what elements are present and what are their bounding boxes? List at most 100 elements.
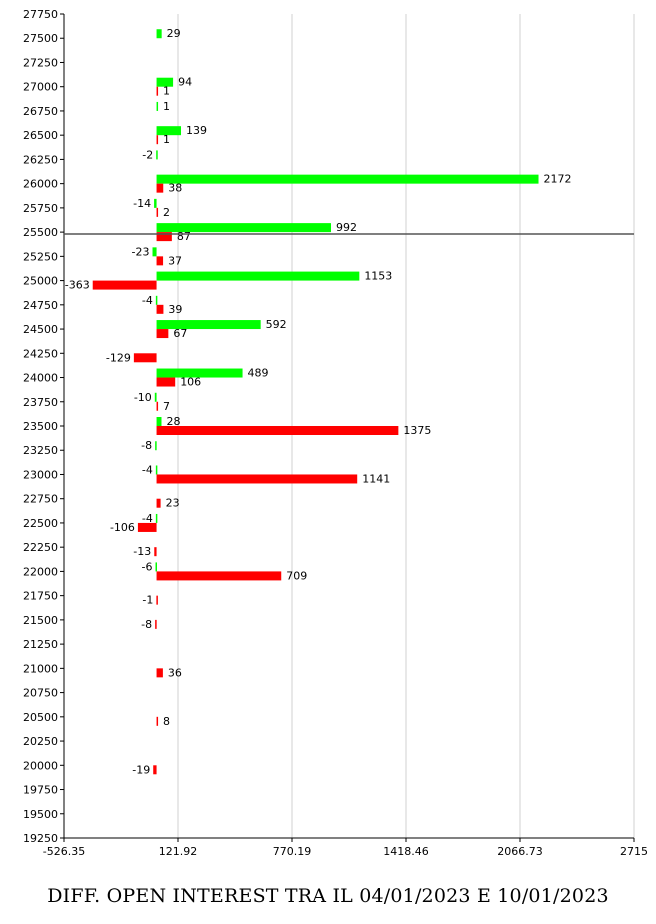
green-bar xyxy=(154,392,157,402)
green-bar xyxy=(156,320,261,330)
y-tick-label: 19250 xyxy=(23,832,58,845)
y-tick-label: 20250 xyxy=(23,735,58,748)
green-bar xyxy=(156,29,162,39)
y-tick-label: 19750 xyxy=(23,784,58,797)
y-tick-label: 27500 xyxy=(23,32,58,45)
data-label: 106 xyxy=(180,376,201,389)
chart: 27750 27500 27250 27000 26750 26500 26250 26000… xyxy=(23,8,648,858)
y-tick-label: 23500 xyxy=(23,420,58,433)
chart-title: DIFF. OPEN INTEREST TRA IL 04/01/2023 E … xyxy=(47,885,609,907)
data-label: 1 xyxy=(163,85,170,98)
y-tick-label: 22500 xyxy=(23,517,58,530)
data-label: 39 xyxy=(168,303,182,316)
data-label: 1 xyxy=(163,133,170,146)
y-tick-label: 19500 xyxy=(23,808,58,821)
data-label: 29 xyxy=(167,27,181,40)
green-bar xyxy=(155,513,158,523)
data-label: 94 xyxy=(178,76,192,89)
y-tick-label: 25500 xyxy=(23,226,58,239)
data-label: 1375 xyxy=(403,424,431,437)
data-label: 2172 xyxy=(544,173,572,186)
green-bar xyxy=(155,295,158,305)
y-tick-label: 26750 xyxy=(23,105,58,118)
data-label: -4 xyxy=(142,512,153,525)
y-tick-label: 26000 xyxy=(23,178,58,191)
y-tick-label: 21250 xyxy=(23,638,58,651)
green-bar xyxy=(156,368,243,378)
y-tick-label: 25750 xyxy=(23,202,58,215)
x-tick-label: 2066.73 xyxy=(497,845,543,858)
data-label: 992 xyxy=(336,221,357,234)
red-bar xyxy=(153,765,157,775)
data-label: 37 xyxy=(168,254,182,267)
data-label: 2 xyxy=(163,206,170,219)
green-bar xyxy=(156,417,162,426)
data-label: 1153 xyxy=(364,270,392,283)
red-bar xyxy=(156,716,159,726)
y-tick-label: 24500 xyxy=(23,323,58,336)
green-bar xyxy=(156,126,182,136)
green-bar xyxy=(156,101,159,111)
data-label: -13 xyxy=(133,545,151,558)
red-bar xyxy=(156,304,164,314)
y-tick-label: 24250 xyxy=(23,347,58,360)
y-tick-label: 21500 xyxy=(23,614,58,627)
data-label: -106 xyxy=(110,521,135,534)
red-bar xyxy=(156,474,358,484)
x-tick-label: 121.92 xyxy=(159,845,198,858)
green-bar xyxy=(156,77,174,87)
data-label: 709 xyxy=(286,569,307,582)
data-label: 8 xyxy=(163,715,170,728)
y-tick-label: 23250 xyxy=(23,444,58,457)
data-label: -10 xyxy=(134,391,152,404)
y-tick-label: 20500 xyxy=(23,711,58,724)
red-bar xyxy=(156,86,159,96)
data-label: 23 xyxy=(166,497,180,510)
y-tick-label: 20750 xyxy=(23,687,58,700)
y-tick-label: 25250 xyxy=(23,250,58,263)
red-bar xyxy=(156,183,164,193)
y-tick-label: 23750 xyxy=(23,396,58,409)
red-bar xyxy=(154,547,157,557)
data-label: -8 xyxy=(141,439,152,452)
y-tick-label: 27250 xyxy=(23,56,58,69)
red-bar xyxy=(92,280,157,290)
red-bar xyxy=(156,207,159,217)
green-bar xyxy=(154,198,157,208)
data-label: -14 xyxy=(133,197,151,210)
data-label: -363 xyxy=(65,279,90,292)
green-bar xyxy=(155,441,157,451)
data-label: 1141 xyxy=(362,472,390,485)
red-bar xyxy=(155,619,157,629)
y-tick-label: 22750 xyxy=(23,493,58,506)
data-label: 36 xyxy=(168,666,182,679)
data-label: 592 xyxy=(266,318,287,331)
data-label: 38 xyxy=(168,182,182,195)
data-label: -19 xyxy=(132,763,150,776)
y-tick-label: 22000 xyxy=(23,565,58,578)
x-tick-label: -526.35 xyxy=(43,845,85,858)
green-bar xyxy=(156,271,360,281)
data-label: 1 xyxy=(163,100,170,113)
green-bar xyxy=(156,223,332,233)
data-label: 28 xyxy=(166,415,180,428)
y-tick-label: 22250 xyxy=(23,541,58,554)
red-bar xyxy=(156,571,282,581)
data-label: -23 xyxy=(132,245,150,258)
green-bar xyxy=(152,247,157,257)
y-tick-label: 26250 xyxy=(23,153,58,166)
data-label: 87 xyxy=(177,230,191,243)
y-tick-label: 27000 xyxy=(23,81,58,94)
x-tick-label: 2715 xyxy=(620,845,648,858)
y-tick-label: 26500 xyxy=(23,129,58,142)
red-bar xyxy=(156,329,169,339)
y-tick-label: 21750 xyxy=(23,590,58,603)
red-bar xyxy=(156,232,172,242)
red-bar xyxy=(156,668,163,678)
y-tick-label: 20000 xyxy=(23,759,58,772)
red-bar xyxy=(156,135,159,145)
data-label: -4 xyxy=(142,463,153,476)
red-bar xyxy=(133,353,157,363)
y-tick-label: 21000 xyxy=(23,662,58,675)
data-label: 7 xyxy=(163,400,170,413)
